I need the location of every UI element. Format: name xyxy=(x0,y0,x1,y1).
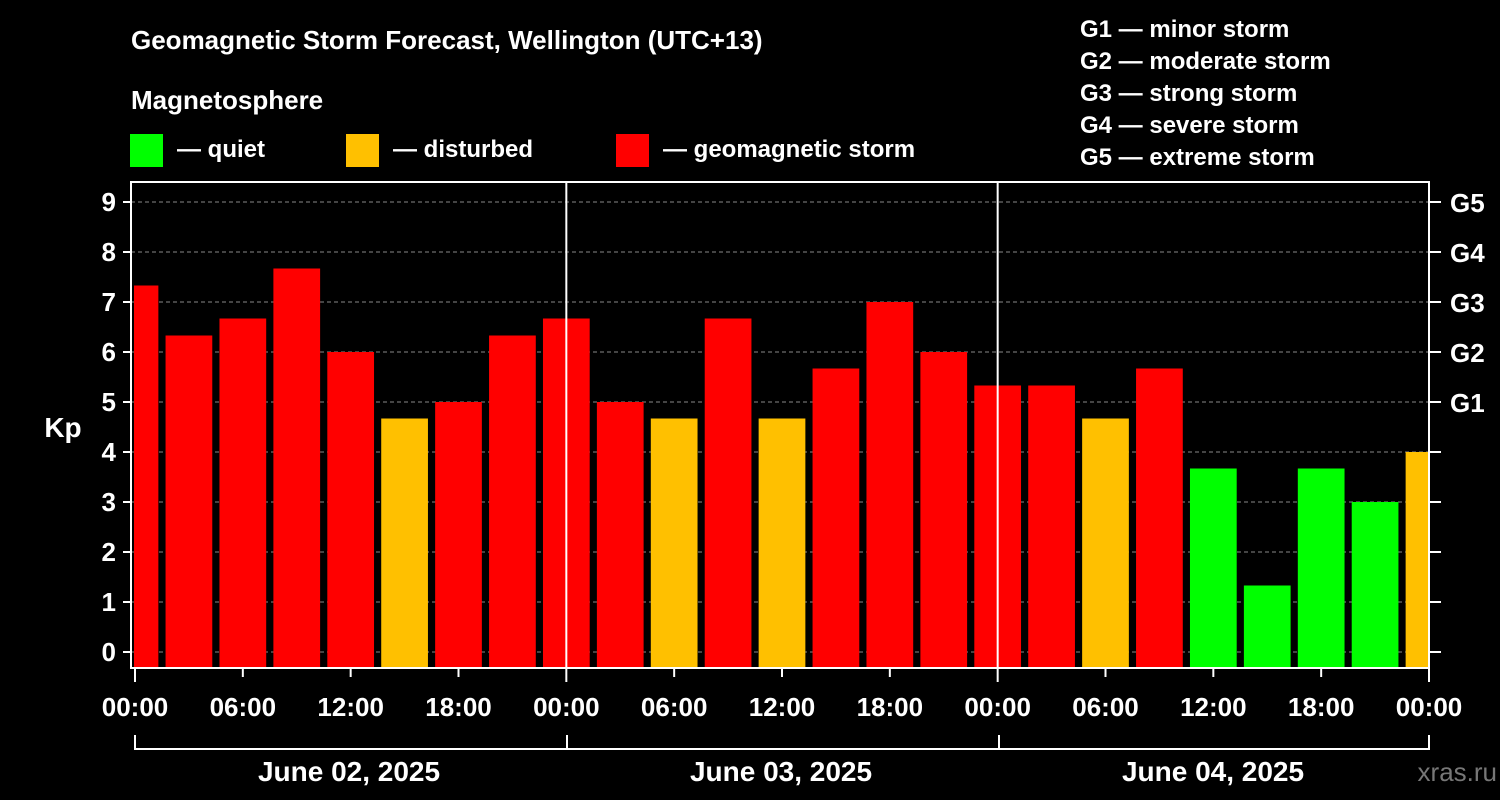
kp-bar xyxy=(1351,502,1399,668)
kp-bar xyxy=(866,302,914,668)
legend: — quiet — disturbed — geomagnetic storm xyxy=(130,134,915,167)
x-tick-label: 12:00 xyxy=(1180,692,1247,722)
day-separators xyxy=(565,182,999,668)
g-scale-item-g5: G5 — extreme storm xyxy=(1080,144,1315,171)
x-tick-label: 18:00 xyxy=(1288,692,1355,722)
g-scale-item-g1: G1 — minor storm xyxy=(1080,16,1289,43)
kp-bar xyxy=(381,418,428,668)
x-tick-label: 12:00 xyxy=(317,692,384,722)
date-label-day2: June 03, 2025 xyxy=(690,756,872,787)
y-tick-label: 6 xyxy=(102,337,116,367)
kp-bar xyxy=(1243,585,1291,668)
legend-swatch-quiet xyxy=(130,134,163,167)
kp-bar xyxy=(1297,468,1345,668)
y-axis-label: Kp xyxy=(44,412,81,443)
kp-bar xyxy=(165,335,213,668)
kp-bar xyxy=(435,402,482,668)
x-tick-label: 06:00 xyxy=(641,692,708,722)
legend-swatch-disturbed xyxy=(346,134,379,167)
x-tick-label: 06:00 xyxy=(210,692,277,722)
legend-label-quiet: — quiet xyxy=(177,136,265,163)
g-scale-item-g4: G4 — severe storm xyxy=(1080,112,1299,139)
y-tick-label: 2 xyxy=(102,537,116,567)
kp-bar xyxy=(1405,452,1428,668)
y-tick-label: 3 xyxy=(102,487,116,517)
plot-frame xyxy=(130,181,1430,669)
x-tick-label: 18:00 xyxy=(425,692,492,722)
kp-bar xyxy=(596,402,644,668)
x-tick-label: 00:00 xyxy=(1396,692,1463,722)
axes: 0 1 2 3 4 5 6 7 8 9 G1 G2 G3 G4 G5 00:00 06:00 12:00 18:00… xyxy=(102,187,1486,722)
chart-title: Geomagnetic Storm Forecast, Wellington (… xyxy=(131,25,763,55)
legend-swatch-storm xyxy=(616,134,649,167)
legend-label-storm: — geomagnetic storm xyxy=(663,136,915,163)
x-tick-label: 12:00 xyxy=(749,692,816,722)
kp-bar xyxy=(758,418,806,668)
y-tick-label: 1 xyxy=(102,587,116,617)
kp-bar xyxy=(273,268,321,668)
watermark: xras.ru xyxy=(1418,757,1497,787)
g-level-label: G1 xyxy=(1450,388,1485,418)
kp-bar xyxy=(134,285,159,668)
kp-bar xyxy=(812,368,860,668)
date-label-day1: June 02, 2025 xyxy=(258,756,440,787)
x-tick-label: 00:00 xyxy=(102,692,169,722)
magnetosphere-label: Magnetosphere xyxy=(131,85,323,115)
kp-bar xyxy=(920,352,968,668)
kp-bar xyxy=(219,318,267,668)
g-scale-item-g2: G2 — moderate storm xyxy=(1080,48,1331,75)
kp-bar xyxy=(1136,368,1183,668)
y-tick-label: 5 xyxy=(102,387,116,417)
kp-bar xyxy=(1028,385,1075,668)
g-scale-item-g3: G3 — strong storm xyxy=(1080,80,1297,107)
kp-bar xyxy=(327,352,375,668)
g-level-label: G3 xyxy=(1450,288,1485,318)
kp-bar xyxy=(650,418,698,668)
x-tick-label: 00:00 xyxy=(533,692,600,722)
g-level-label: G4 xyxy=(1450,238,1485,268)
y-tick-label: 0 xyxy=(102,637,116,667)
kp-bar xyxy=(704,318,752,668)
legend-label-disturbed: — disturbed xyxy=(393,136,533,163)
y-tick-label: 9 xyxy=(102,187,116,217)
g-scale-legend: G1 — minor storm G2 — moderate storm G3 … xyxy=(1080,16,1331,171)
x-tick-label: 18:00 xyxy=(857,692,924,722)
x-tick-label: 06:00 xyxy=(1072,692,1139,722)
bars xyxy=(134,268,1428,668)
kp-bar xyxy=(1082,418,1129,668)
y-tick-label: 8 xyxy=(102,237,116,267)
g-level-label: G2 xyxy=(1450,338,1485,368)
date-label-day3: June 04, 2025 xyxy=(1122,756,1304,787)
x-tick-label: 00:00 xyxy=(964,692,1031,722)
g-level-label: G5 xyxy=(1450,188,1485,218)
date-bracket xyxy=(134,735,1430,750)
kp-bar xyxy=(489,335,536,668)
kp-bar xyxy=(1189,468,1237,668)
y-tick-label: 7 xyxy=(102,287,116,317)
y-tick-label: 4 xyxy=(102,437,117,467)
